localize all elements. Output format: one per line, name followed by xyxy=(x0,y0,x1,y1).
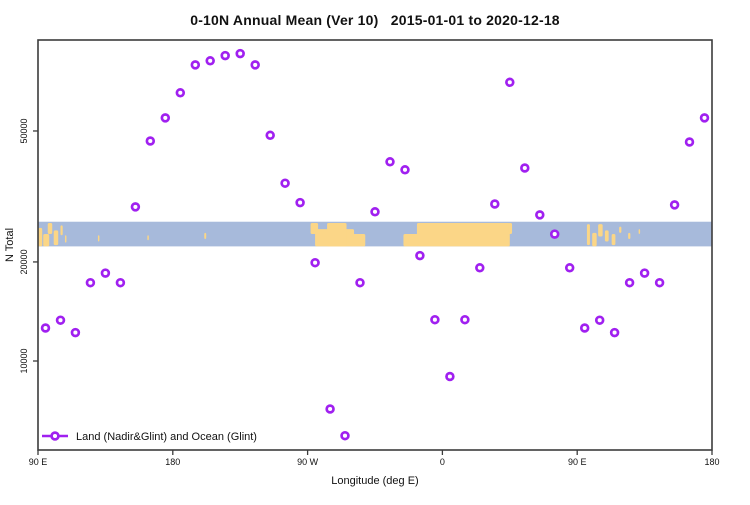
data-point xyxy=(355,277,365,288)
world-map-band xyxy=(38,221,712,247)
legend-label: Land (Nadir&Glint) and Ocean (Glint) xyxy=(76,431,257,443)
data-point xyxy=(40,323,51,333)
x-tick-label: 180 xyxy=(704,457,719,467)
x-tick-label: 90 E xyxy=(568,457,587,467)
data-point xyxy=(624,277,635,288)
data-point xyxy=(205,56,215,66)
data-point xyxy=(520,163,530,173)
data-point xyxy=(594,315,605,325)
data-point xyxy=(669,200,680,210)
map-band-land xyxy=(53,230,59,246)
map-band-land xyxy=(619,226,622,233)
data-point xyxy=(280,178,290,188)
y-axis-title: N Total xyxy=(4,228,16,262)
map-band-land xyxy=(97,235,100,242)
map-band-land xyxy=(43,234,50,247)
data-point xyxy=(145,136,156,146)
chart-title: 0-10N Annual Mean (Ver 10) 2015-01-01 to… xyxy=(190,12,560,28)
map-band-land xyxy=(508,222,513,235)
data-point xyxy=(400,165,410,175)
map-band-land xyxy=(64,235,67,243)
x-tick-label: 90 E xyxy=(29,457,48,467)
data-point xyxy=(460,314,470,325)
data-point xyxy=(235,48,245,59)
data-point xyxy=(115,277,126,288)
data-point xyxy=(160,113,171,123)
map-band-land xyxy=(604,230,609,242)
data-point xyxy=(250,60,260,70)
y-tick-label: 10000 xyxy=(19,348,29,373)
map-band-land xyxy=(38,227,43,247)
data-point xyxy=(310,257,320,268)
legend: Land (Nadir&Glint) and Ocean (Glint) xyxy=(42,431,257,443)
data-point xyxy=(505,77,515,88)
data-point xyxy=(370,207,380,217)
data-point xyxy=(70,327,81,338)
data-point xyxy=(535,210,545,220)
x-tick-label: 90 W xyxy=(297,457,319,467)
data-point xyxy=(55,315,66,325)
axis-ticks: 90 E 180 90 W 0 90 E 180 10000 20000 50000 xyxy=(19,118,720,467)
map-band-land xyxy=(611,234,616,246)
map-band-land xyxy=(586,224,590,246)
map-band-land xyxy=(327,222,347,247)
data-point xyxy=(130,202,141,212)
data-point xyxy=(445,371,455,382)
data-points xyxy=(40,48,710,441)
data-point xyxy=(579,323,590,333)
data-point xyxy=(100,268,111,278)
x-tick-label: 180 xyxy=(165,457,180,467)
plot-border xyxy=(37,39,713,451)
y-tick-label: 20000 xyxy=(19,249,29,274)
map-band-ocean xyxy=(38,221,712,247)
data-point xyxy=(340,430,350,441)
data-point xyxy=(549,229,560,239)
x-axis-title: Longitude (deg E) xyxy=(331,475,418,487)
map-band-land xyxy=(147,235,149,241)
data-point xyxy=(190,60,201,70)
data-point xyxy=(490,199,500,209)
map-band-land xyxy=(416,222,510,247)
map-band-land xyxy=(351,234,366,247)
map-band-land xyxy=(403,234,419,247)
data-point xyxy=(475,263,485,273)
data-point xyxy=(609,327,620,338)
map-band-land xyxy=(47,222,53,235)
map-band-land xyxy=(598,224,603,237)
data-point xyxy=(265,130,275,141)
x-tick-label: 0 xyxy=(440,457,445,467)
map-band-land xyxy=(628,232,631,239)
data-point xyxy=(564,263,575,273)
map-band-land xyxy=(592,232,597,247)
data-point xyxy=(295,197,305,208)
data-point xyxy=(325,404,335,414)
data-point xyxy=(175,88,186,98)
data-point xyxy=(430,314,440,325)
map-band-land xyxy=(638,229,641,235)
data-point xyxy=(220,50,230,61)
data-point xyxy=(684,137,695,147)
data-point xyxy=(639,268,650,278)
data-point xyxy=(85,277,96,288)
y-tick-label: 50000 xyxy=(19,118,29,143)
data-point xyxy=(415,250,425,261)
map-band-land xyxy=(60,225,63,236)
data-point xyxy=(654,277,665,288)
data-point xyxy=(385,157,395,167)
data-point xyxy=(699,113,710,123)
map-band-land xyxy=(204,232,207,239)
legend-marker-icon xyxy=(50,431,60,441)
